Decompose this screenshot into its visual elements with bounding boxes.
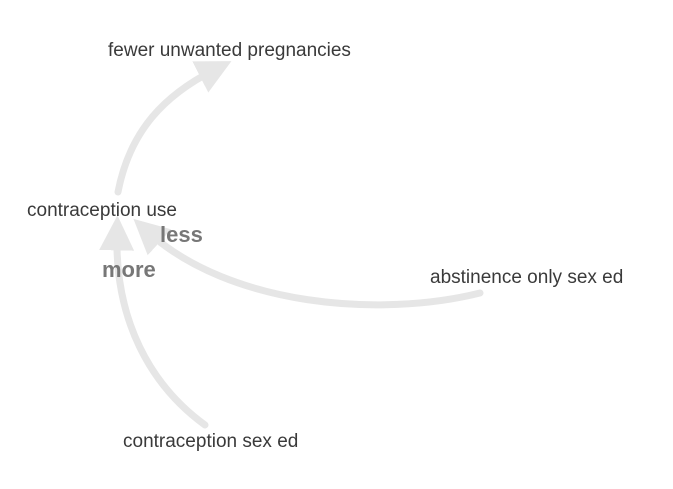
arrow-sex-ed-to-use bbox=[99, 215, 209, 429]
edge-label-more: more bbox=[102, 257, 156, 282]
edge-label-less: less bbox=[160, 222, 203, 247]
node-contraception-use: contraception use bbox=[27, 200, 177, 221]
arrow-abstinence-to-use bbox=[133, 218, 484, 309]
node-fewer-unwanted-pregnancies: fewer unwanted pregnancies bbox=[108, 40, 351, 61]
node-contraception-sex-ed: contraception sex ed bbox=[123, 431, 299, 452]
arrow-use-to-pregnancies bbox=[114, 61, 232, 196]
node-abstinence-only-sex-ed: abstinence only sex ed bbox=[430, 267, 624, 288]
